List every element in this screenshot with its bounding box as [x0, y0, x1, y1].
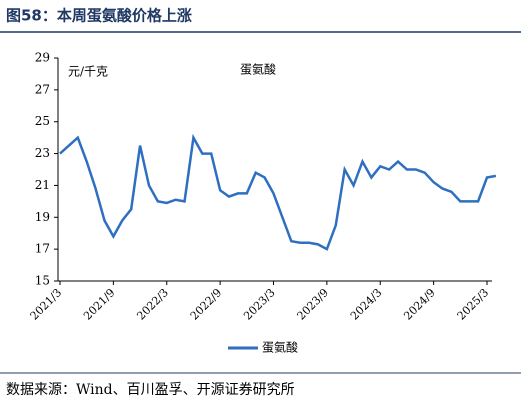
y-tick-label: 23: [35, 146, 50, 160]
source: 数据来源：Wind、百川盈孚、开源证券研究所: [6, 382, 295, 398]
series-annotation: 蛋氨酸: [240, 62, 276, 77]
x-tick-label: 2021/9: [81, 286, 118, 323]
x-tick-label: 2022/9: [188, 286, 225, 323]
chart-title: 图58：本周蛋氨酸价格上涨: [6, 7, 192, 25]
y-tick-label: 15: [35, 274, 50, 288]
x-tick-label: 2025/3: [455, 286, 492, 323]
series-line: [59, 133, 497, 251]
x-tick-label: 2024/3: [348, 286, 385, 323]
x-tick-label: 2024/9: [401, 286, 438, 323]
y-axis-label: 元/千克: [68, 65, 108, 79]
x-tick-label: 2023/3: [241, 286, 278, 323]
x-tick-label: 2023/9: [295, 286, 332, 323]
x-tick-label: 2021/3: [28, 286, 65, 323]
x-tick-label: 2022/3: [134, 286, 171, 323]
y-tick-label: 17: [35, 242, 50, 256]
y-tick-label: 21: [35, 178, 50, 192]
legend-label: 蛋氨酸: [262, 340, 298, 355]
y-tick-label: 29: [35, 51, 50, 65]
y-tick-label: 27: [35, 82, 50, 96]
y-tick-label: 25: [35, 114, 50, 128]
y-tick-label: 19: [35, 210, 50, 224]
